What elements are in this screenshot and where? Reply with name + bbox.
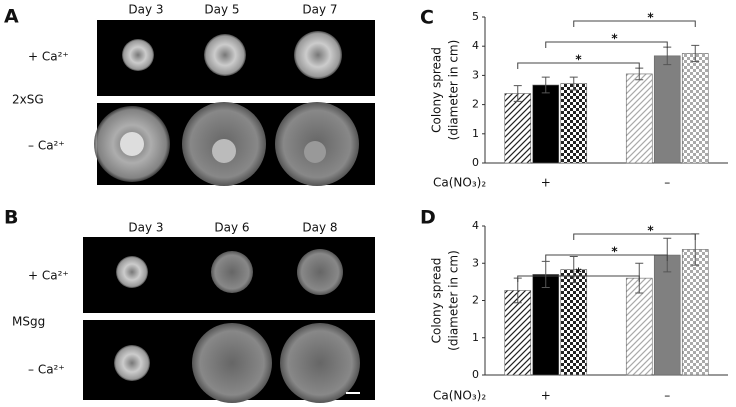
- x-axis-label: Ca(NO₃)₂: [433, 176, 486, 190]
- significance-bracket: [517, 275, 640, 282]
- y-tick-label: 4: [472, 39, 479, 52]
- medium-label: MSgg: [12, 315, 45, 329]
- significance-bracket: [545, 254, 668, 261]
- panel-label: D: [420, 207, 436, 229]
- error-bar: [569, 76, 578, 91]
- bar: [532, 274, 560, 376]
- y-axis-label: (diameter in cm): [447, 250, 461, 351]
- y-tick-label: 5: [472, 10, 479, 23]
- day-label: Day 3: [128, 221, 163, 235]
- panel-label: A: [4, 6, 19, 28]
- y-tick-label: 3: [472, 68, 479, 81]
- y-tick-label: 2: [472, 98, 479, 111]
- y-axis-label: Colony spread: [430, 258, 444, 344]
- bar: [504, 93, 532, 164]
- photo-strip: [83, 237, 375, 403]
- error-bar: [541, 76, 550, 94]
- day-label: Day 8: [302, 221, 337, 235]
- bar: [532, 84, 560, 164]
- medium-label: 2xSG: [12, 93, 44, 107]
- y-tick-label: 1: [472, 331, 479, 344]
- day-label: Day 5: [204, 3, 239, 17]
- panel-label: B: [4, 207, 18, 229]
- row-label: + Ca²⁺: [28, 50, 69, 64]
- bar: [653, 254, 681, 376]
- bar: [653, 55, 681, 164]
- y-tick-label: 0: [472, 368, 479, 381]
- x-tick-label: +: [541, 176, 551, 190]
- significance-bracket: [573, 20, 696, 27]
- x-tick-label: +: [541, 389, 551, 403]
- significance-label: *: [575, 53, 582, 67]
- bar: [625, 277, 653, 376]
- error-bar: [569, 256, 578, 284]
- significance-bracket: [545, 41, 668, 48]
- error-bar: [513, 85, 522, 102]
- y-tick-label: 1: [472, 127, 479, 140]
- significance-label: *: [611, 245, 618, 259]
- photo-strip: [94, 20, 375, 186]
- row-label: – Ca²⁺: [28, 139, 65, 153]
- bar: [504, 290, 532, 376]
- bar: [560, 83, 588, 164]
- significance-label: *: [647, 224, 654, 238]
- error-bar: [541, 260, 550, 288]
- significance-label: *: [647, 11, 654, 25]
- day-label: Day 3: [128, 3, 163, 17]
- bar: [625, 73, 653, 164]
- row-label: – Ca²⁺: [28, 363, 65, 377]
- panel-label: C: [420, 7, 434, 29]
- row-label: + Ca²⁺: [28, 269, 69, 283]
- significance-bracket: [517, 62, 640, 69]
- x-axis-label: Ca(NO₃)₂: [433, 389, 486, 403]
- bar: [560, 269, 588, 376]
- day-label: Day 7: [302, 3, 337, 17]
- bar: [681, 249, 709, 376]
- error-bar: [691, 44, 700, 63]
- y-axis-label: (diameter in cm): [447, 40, 461, 141]
- significance-bracket: [573, 233, 696, 240]
- x-tick-label: –: [664, 176, 670, 190]
- y-axis-label: Colony spread: [430, 47, 444, 133]
- significance-label: *: [575, 266, 582, 280]
- day-label: Day 6: [214, 221, 249, 235]
- y-tick-label: 0: [472, 156, 479, 169]
- y-tick-label: 3: [472, 256, 479, 269]
- y-tick-label: 2: [472, 294, 479, 307]
- x-tick-label: –: [664, 389, 670, 403]
- bar: [681, 53, 709, 164]
- significance-label: *: [611, 32, 618, 46]
- y-tick-label: 4: [472, 219, 479, 232]
